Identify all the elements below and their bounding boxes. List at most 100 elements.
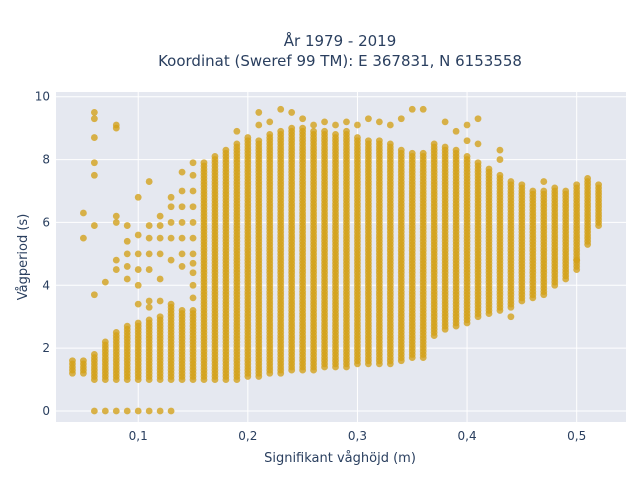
data-point (145, 266, 153, 273)
data-point (145, 222, 153, 229)
data-point (584, 175, 592, 182)
data-point (90, 134, 98, 141)
data-point (507, 178, 515, 185)
data-point (101, 338, 109, 346)
data-point (90, 171, 98, 179)
data-point (156, 250, 164, 258)
chart-title-line-1: År 1979 - 2019 (284, 31, 397, 50)
data-point (299, 124, 307, 132)
data-point (540, 178, 548, 185)
data-point (266, 118, 274, 126)
data-point (90, 159, 98, 167)
data-point (145, 316, 153, 324)
data-point (310, 127, 317, 135)
data-point (112, 256, 120, 264)
data-point (134, 266, 142, 273)
data-point (178, 307, 186, 314)
data-point (101, 278, 109, 286)
data-point (134, 300, 142, 308)
data-point (189, 159, 197, 167)
data-point (277, 127, 285, 135)
data-point (178, 234, 186, 242)
data-point (189, 269, 197, 277)
data-point (277, 105, 285, 113)
data-point (255, 121, 263, 129)
x-axis-title: Signifikant våghöjd (m) (264, 451, 416, 466)
data-point (112, 329, 120, 336)
data-point (386, 121, 394, 129)
y-axis-title: Vågperiod (s) (16, 214, 31, 301)
data-point (474, 159, 482, 167)
data-point (80, 357, 87, 365)
data-point (551, 184, 559, 192)
data-point (310, 121, 317, 129)
data-point (354, 134, 361, 141)
data-point (145, 250, 153, 258)
data-points (69, 105, 602, 415)
data-point (167, 256, 175, 264)
data-point (101, 407, 109, 415)
data-point (112, 407, 120, 415)
data-point (123, 322, 131, 330)
data-point (167, 219, 175, 226)
data-point (123, 275, 131, 283)
data-point (255, 137, 263, 145)
y-tick-label: 4 (42, 278, 50, 292)
data-point (354, 121, 361, 129)
data-point (288, 124, 296, 132)
data-point (496, 171, 504, 179)
data-point (90, 109, 98, 116)
data-point (90, 115, 98, 123)
data-point (375, 118, 383, 126)
data-point (386, 140, 394, 148)
data-point (156, 275, 164, 283)
data-point (200, 159, 208, 167)
data-point (178, 203, 186, 211)
data-point (507, 313, 515, 321)
chart-title-line-2: Koordinat (Sweref 99 TM): E 367831, N 61… (158, 52, 522, 70)
data-point (167, 203, 175, 211)
data-point (496, 156, 504, 163)
data-point (167, 407, 175, 415)
data-point (123, 263, 131, 270)
data-point (343, 127, 350, 135)
data-point (562, 187, 570, 195)
y-tick-label: 2 (42, 341, 50, 355)
data-point (189, 234, 197, 242)
data-point (134, 407, 142, 415)
data-point (375, 137, 383, 145)
y-tick-label: 10 (35, 90, 50, 104)
data-point (365, 137, 372, 145)
data-point (90, 222, 98, 229)
data-point (463, 121, 471, 129)
data-point (178, 168, 186, 176)
data-point (332, 121, 339, 129)
data-point (496, 146, 504, 154)
data-point (397, 146, 405, 154)
data-point (178, 250, 186, 258)
data-point (408, 149, 416, 157)
data-point (80, 209, 87, 217)
data-point (573, 181, 581, 189)
data-point (80, 234, 87, 242)
data-point (156, 313, 164, 321)
data-point (145, 297, 153, 305)
data-point (452, 146, 460, 154)
data-point (332, 131, 339, 138)
data-point (112, 266, 120, 273)
data-point (189, 250, 197, 258)
data-point (474, 115, 482, 123)
data-point (156, 407, 164, 415)
x-tick-label: 0,1 (129, 429, 148, 443)
data-point (321, 118, 328, 126)
data-point (123, 407, 131, 415)
data-point (419, 149, 427, 157)
data-point (441, 143, 449, 151)
data-point (211, 153, 219, 160)
data-point (178, 263, 186, 270)
data-point (474, 140, 482, 148)
data-point (365, 115, 372, 123)
data-point (189, 294, 197, 302)
data-point (145, 178, 153, 185)
